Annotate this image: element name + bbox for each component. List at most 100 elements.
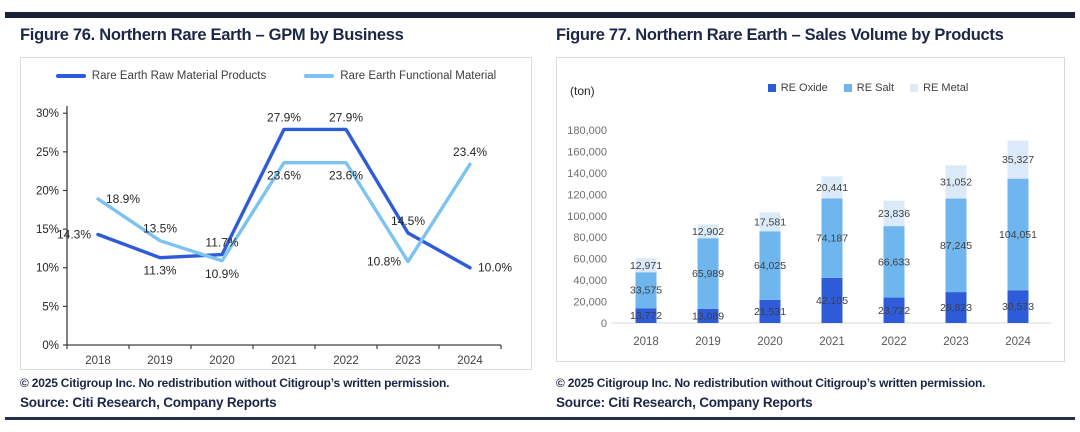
bar-segment (1007, 140, 1029, 179)
legend-item: RE Metal (910, 82, 968, 94)
x-tick-label: 2022 (881, 336, 907, 348)
x-tick-label: 2021 (819, 336, 845, 348)
bar-chart-legend: RE Oxide RE Salt RE Metal (672, 82, 1064, 94)
bar-segment (635, 272, 657, 309)
bar-segment (759, 299, 781, 323)
bottom-rule (5, 417, 1075, 420)
point-label: 14.3% (57, 228, 91, 242)
bar-segment-label: 35,327 (1002, 154, 1034, 166)
y-tick-label: 30% (36, 108, 59, 120)
bar-segment (697, 238, 719, 309)
y-tick-label: 5% (42, 301, 59, 313)
legend-item: RE Salt (843, 82, 894, 94)
figure-77-source: Source: Citi Research, Company Reports (556, 395, 813, 410)
bar-segment (821, 198, 843, 278)
bar-segment (821, 176, 843, 199)
line-chart-legend: Rare Earth Raw Material Products Rare Ear… (21, 70, 531, 82)
legend-line-swatch (304, 74, 335, 78)
legend-square-swatch (910, 84, 919, 92)
y-tick-label: 140,000 (567, 168, 607, 180)
series-line (96, 127, 472, 270)
series-line (96, 160, 472, 264)
y-tick-label: 100,000 (567, 211, 607, 223)
point-label: 27.9% (329, 110, 363, 124)
x-tick-label: 2022 (333, 355, 359, 367)
bar-segment-label: 87,245 (940, 240, 972, 252)
bar-segment-label: 33,575 (630, 285, 662, 297)
bar-segment-label: 20,441 (816, 182, 848, 194)
bar-segment (821, 277, 843, 323)
bar-segment (945, 292, 967, 323)
x-tick-label: 2021 (271, 355, 297, 367)
legend-item: Rare Earth Functional Material (304, 70, 496, 82)
figure-76-copyright: © 2025 Citigroup Inc. No redistribution … (20, 376, 450, 390)
bar-segment-label: 74,187 (816, 233, 848, 245)
x-tick-label: 2018 (85, 355, 111, 367)
bar-segment (1007, 178, 1029, 291)
y-tick-label: 0 (601, 318, 607, 330)
y-tick-label: 160,000 (567, 146, 607, 158)
point-label: 10.0% (478, 261, 512, 275)
point-label: 10.9% (205, 267, 239, 281)
x-tick-label: 2019 (695, 336, 721, 348)
legend-item: RE Oxide (767, 82, 828, 94)
x-tick-label: 2020 (757, 336, 783, 348)
bar-segment-label: 64,025 (754, 260, 786, 272)
bar-segment-label: 104,051 (999, 229, 1037, 241)
y-tick-label: 25% (36, 147, 59, 159)
y-tick-label: 0% (42, 340, 59, 352)
legend-item: Rare Earth Raw Material Products (55, 70, 267, 82)
bar-segment (1007, 290, 1029, 323)
x-tick-label: 2019 (147, 355, 173, 367)
bar-segment-label: 30,573 (1002, 301, 1034, 313)
bar-segment (883, 200, 905, 227)
point-label: 27.9% (267, 110, 301, 124)
bar-segment-label: 13,772 (630, 310, 662, 322)
y-tick-label: 40,000 (573, 275, 607, 287)
bar-segment-label: 13,089 (692, 310, 724, 322)
x-tick-label: 2024 (1005, 336, 1031, 348)
figure-76-title: Figure 76. Northern Rare Earth – GPM by … (20, 26, 404, 44)
bar-segment-label: 21,531 (754, 306, 786, 318)
bar-segment (883, 226, 905, 298)
point-label: 23.6% (329, 169, 363, 183)
point-label: 11.3% (143, 264, 176, 278)
legend-square-swatch (843, 84, 852, 92)
bar-segment (697, 308, 719, 323)
bar-segment (945, 165, 967, 199)
point-label: 13.5% (143, 222, 177, 236)
bar-segment (697, 224, 719, 239)
bar-segment-label: 31,052 (940, 176, 972, 188)
legend-label: Rare Earth Raw Material Products (91, 70, 267, 82)
point-label: 11.7% (205, 236, 238, 250)
gpm-line-chart-canvas: 0% 5% 10% 15% 20% 25% 30% 2018 2019 2020 2021 2022 2… (36, 106, 512, 367)
legend-square-swatch (767, 84, 776, 92)
bar-segment-label: 42,105 (816, 295, 848, 307)
point-label: 14.5% (391, 214, 425, 228)
bar-segment-label: 12,902 (692, 226, 724, 238)
x-tick-label: 2020 (209, 355, 235, 367)
y-tick-label: 10% (36, 263, 59, 275)
legend-label: RE Metal (923, 82, 969, 94)
gpm-line-chart: Rare Earth Raw Material Products Rare Ear… (20, 57, 532, 370)
x-tick-label: 2024 (457, 355, 483, 367)
legend-label: Rare Earth Functional Material (340, 70, 497, 82)
y-tick-label: 20,000 (573, 297, 607, 309)
x-tick-label: 2018 (633, 336, 659, 348)
sales-volume-bar-chart-canvas: 0 20,000 40,000 60,000 80,000 100,000 120,000 1… (567, 125, 1051, 348)
y-tick-label: 60,000 (573, 254, 607, 266)
y-tick-label: 80,000 (573, 232, 607, 244)
bar-segment (635, 258, 657, 273)
bar-segment-label: 28,823 (940, 302, 972, 314)
bar-segment-label: 17,581 (754, 216, 786, 228)
point-label: 10.8% (367, 255, 401, 269)
figure-76-source: Source: Citi Research, Company Reports (20, 395, 277, 410)
bar-segment (759, 231, 781, 300)
point-label: 18.9% (106, 192, 140, 206)
y-tick-label: 120,000 (567, 189, 607, 201)
point-label: 23.4% (453, 145, 487, 159)
bar-segment-label: 65,989 (692, 268, 724, 280)
x-tick-label: 2023 (395, 355, 421, 367)
legend-line-swatch (55, 74, 86, 78)
y-tick-label: 180,000 (567, 125, 607, 137)
